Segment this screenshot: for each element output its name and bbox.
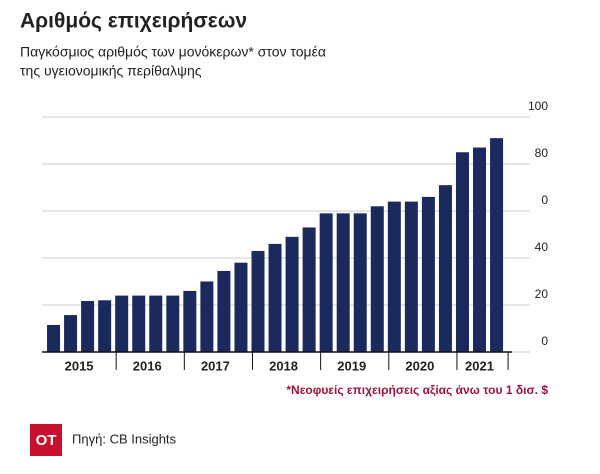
bar xyxy=(285,236,299,352)
logo: OT xyxy=(36,432,57,449)
bar xyxy=(251,250,265,352)
y-tick-label: 0 xyxy=(541,193,548,207)
x-tick-label: 2021 xyxy=(465,358,494,373)
x-tick-label: 2020 xyxy=(405,358,434,373)
bar xyxy=(64,315,78,352)
bar xyxy=(234,262,248,352)
bar xyxy=(319,213,333,352)
bar xyxy=(166,295,180,352)
x-tick-label: 2015 xyxy=(65,358,94,373)
x-tick-label: 2019 xyxy=(337,358,366,373)
bar xyxy=(47,324,61,352)
bar xyxy=(421,196,435,352)
bar xyxy=(217,270,231,352)
bar xyxy=(473,147,487,352)
bar xyxy=(370,206,384,352)
bar xyxy=(490,138,504,352)
bar xyxy=(268,243,282,352)
footnote: *Νεοφυείς επιχειρήσεις αξίας άνω του 1 δ… xyxy=(286,383,548,397)
x-tick-label: 2018 xyxy=(269,358,298,373)
bar xyxy=(336,213,350,352)
bar xyxy=(455,152,469,352)
x-tick-label: 2017 xyxy=(201,358,230,373)
subtitle: Παγκόσμιος αριθμός των μονόκερων* στον τ… xyxy=(20,44,326,60)
y-tick-label: 80 xyxy=(535,146,549,160)
bar xyxy=(438,185,452,352)
bar xyxy=(353,213,367,352)
bar xyxy=(404,201,418,352)
bar xyxy=(115,295,129,352)
bar xyxy=(81,301,95,352)
x-tick-label: 2016 xyxy=(133,358,162,373)
bar xyxy=(149,295,163,352)
bar xyxy=(98,300,112,352)
source: Πηγή: CB Insights xyxy=(72,431,177,446)
y-tick-label: 20 xyxy=(535,287,549,301)
bar xyxy=(302,227,316,352)
bar xyxy=(387,201,401,352)
bar xyxy=(183,290,197,352)
bar xyxy=(200,281,214,352)
y-tick-label: 0 xyxy=(541,334,548,348)
bar xyxy=(132,295,146,352)
subtitle: της υγειονομικής περίθαλψης xyxy=(20,63,202,79)
chart-title: Αριθμός επιχειρήσεων xyxy=(20,10,247,33)
y-tick-label: 40 xyxy=(535,240,549,254)
logo-box xyxy=(30,424,62,456)
y-tick-label: 100 xyxy=(528,99,548,113)
